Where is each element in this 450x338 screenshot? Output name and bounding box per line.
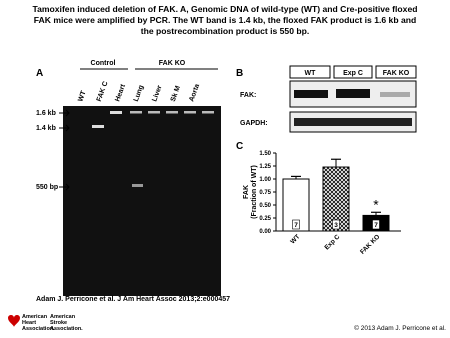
gel-bands (92, 111, 214, 187)
band (294, 118, 412, 126)
lane-label: Sk M (170, 85, 182, 103)
citation: Adam J. Perricone et al. J Am Heart Asso… (36, 296, 230, 303)
title-line: the postrecombination product is 550 bp. (141, 26, 310, 36)
y-tick-label: 0.00 (259, 229, 271, 235)
lane-label: WT (77, 89, 88, 102)
n-box (372, 219, 380, 230)
annotation: * (373, 196, 379, 212)
lane-labels: WT FAK C Heart Lung Liver Sk M Aorta (77, 81, 201, 103)
lane-label: Heart (114, 83, 127, 103)
band (336, 89, 370, 98)
band (294, 90, 328, 98)
row-label: FAK: (240, 92, 256, 99)
y-tick-label: 1.25 (259, 164, 271, 170)
logo-text: Association. (22, 326, 55, 332)
marker-label: 1.4 kb (36, 125, 56, 132)
logo-text: Association. (50, 326, 83, 332)
x-tick-label: FAK KO (359, 233, 381, 255)
y-tick-label: 0.75 (259, 190, 271, 196)
group-label: Control (91, 60, 116, 67)
y-axis-label: FAK (243, 185, 250, 199)
panel-label: C (236, 141, 243, 152)
column-box (375, 65, 417, 79)
y-tick-label: 0.50 (259, 203, 271, 209)
n-box (332, 219, 340, 230)
gel (63, 106, 221, 296)
y-tick-label: 1.00 (259, 177, 271, 183)
n-label: 7 (374, 222, 378, 229)
logo-text: American (50, 314, 76, 320)
lane-label: Liver (151, 84, 163, 102)
group-label: FAK KO (159, 60, 186, 67)
y-axis-label: (Fraction of WT) (251, 165, 258, 219)
column-label: WT (305, 70, 317, 77)
panel-label: A (36, 68, 43, 79)
x-tick-label: WT (289, 233, 301, 245)
y-tick-label: 1.50 (259, 151, 271, 157)
n-box (292, 219, 300, 230)
logo-text: Heart (22, 320, 36, 326)
lane-label: Lung (133, 84, 145, 102)
panel-label: B (236, 68, 243, 79)
marker-arrows (59, 109, 70, 191)
n-label: 7 (294, 222, 298, 229)
copyright: © 2013 Adam J. Perricone et al. (354, 324, 446, 332)
band (380, 92, 410, 97)
bar-chart: 0.00 0.25 0.50 0.75 1.00 1.25 1.50 FAK (Fraction… (243, 151, 401, 256)
y-tick-label: 0.25 (259, 216, 271, 222)
lane-label: FAK C (96, 81, 110, 103)
logo-text: Stroke (50, 320, 67, 326)
logo-heart (8, 315, 20, 327)
n-label: 3 (334, 222, 338, 229)
column-label: Exp C (343, 70, 363, 77)
x-tick-label: Exp C (323, 233, 341, 251)
column-box (289, 65, 331, 79)
column-label: FAK KO (383, 70, 410, 77)
row-label: GAPDH: (240, 120, 268, 127)
marker-label: 1.6 kb (36, 110, 56, 117)
marker-label: 550 bp (36, 184, 58, 191)
logo-text: American (22, 314, 48, 320)
title-line: FAK mice were amplified by PCR. The WT b… (34, 15, 417, 25)
lane-label: Aorta (188, 83, 201, 103)
column-box (333, 65, 373, 79)
title-line: Tamoxifen induced deletion of FAK. A, Ge… (33, 4, 418, 14)
